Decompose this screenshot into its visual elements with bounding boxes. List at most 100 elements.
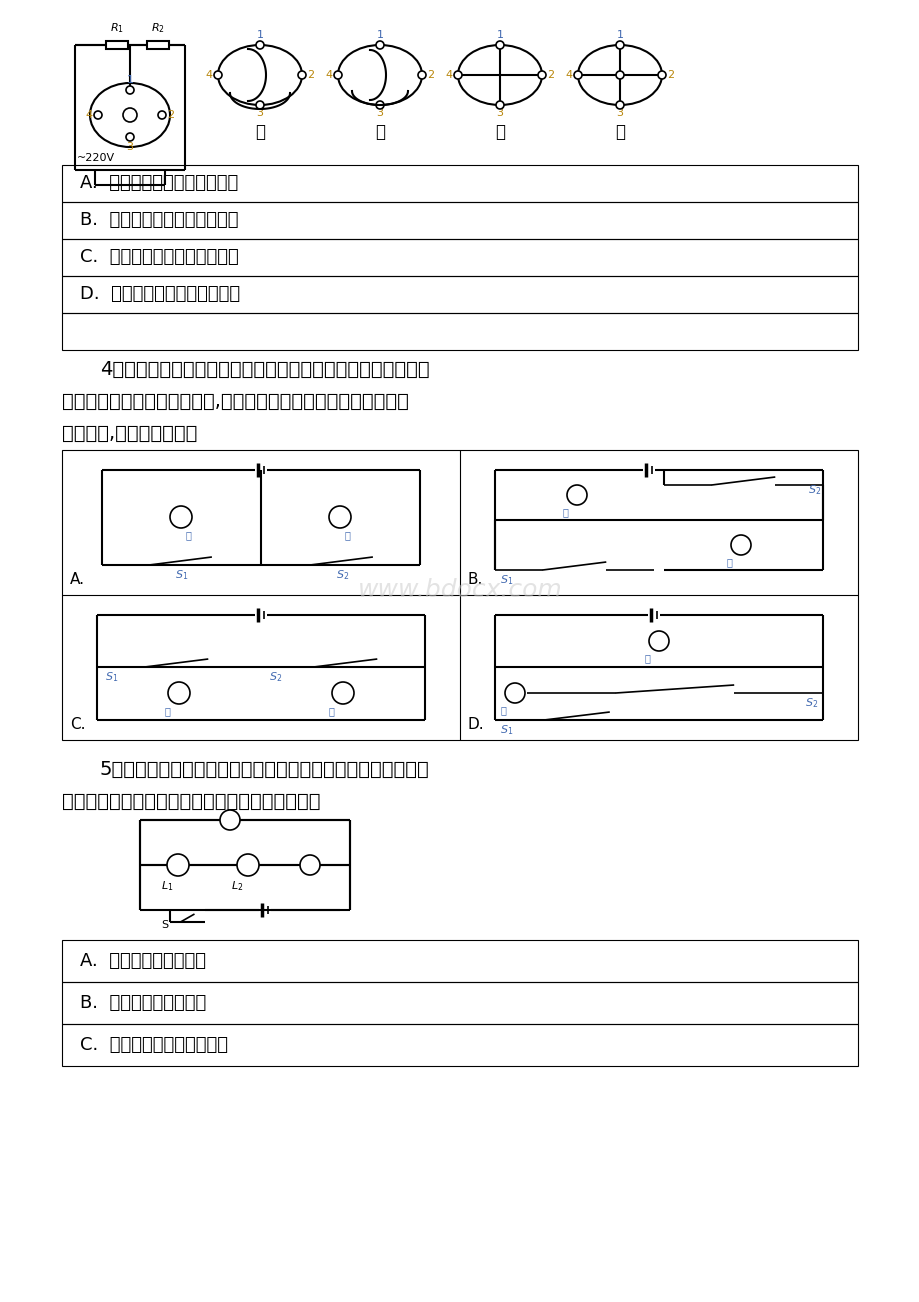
Text: 2: 2 — [547, 70, 553, 79]
Text: 1: 1 — [496, 30, 503, 40]
Circle shape — [255, 40, 264, 49]
Text: $S_1$: $S_1$ — [499, 573, 513, 587]
Text: 3: 3 — [127, 142, 133, 152]
Text: 丙: 丙 — [494, 122, 505, 141]
Bar — [62, 276, 857, 312]
Text: $S_1$: $S_1$ — [175, 568, 188, 582]
Text: 3: 3 — [616, 108, 623, 118]
Bar — [147, 40, 169, 49]
Bar — [62, 312, 857, 350]
Bar — [62, 450, 857, 740]
Circle shape — [255, 102, 264, 109]
Bar — [106, 40, 128, 49]
Text: ~220V: ~220V — [77, 154, 115, 163]
Circle shape — [220, 810, 240, 829]
Circle shape — [538, 72, 545, 79]
Text: 2: 2 — [307, 70, 313, 79]
Circle shape — [417, 72, 425, 79]
Text: 3: 3 — [496, 108, 503, 118]
Circle shape — [453, 72, 461, 79]
Text: A.  甲、乙、都是电流表: A. 甲、乙、都是电流表 — [80, 952, 206, 970]
Text: 绿: 绿 — [329, 706, 335, 716]
Text: A.  甲的连接方式发热功率最小: A. 甲的连接方式发热功率最小 — [80, 174, 238, 191]
Text: $S_1$: $S_1$ — [499, 723, 513, 737]
Text: 2: 2 — [426, 70, 434, 79]
Text: 4: 4 — [85, 109, 93, 120]
Text: 4: 4 — [325, 70, 333, 79]
Circle shape — [495, 40, 504, 49]
Text: 1: 1 — [256, 30, 263, 40]
Text: $S_2$: $S_2$ — [335, 568, 349, 582]
Text: 2: 2 — [167, 109, 174, 120]
Text: 的电路图,你认为可行的是: 的电路图,你认为可行的是 — [62, 424, 198, 443]
Text: 4: 4 — [565, 70, 573, 79]
Ellipse shape — [458, 46, 541, 105]
Bar — [62, 1023, 857, 1066]
Text: 甲: 甲 — [227, 815, 233, 825]
Text: D.: D. — [468, 717, 484, 732]
Text: B.  甲、乙、都是电压表: B. 甲、乙、都是电压表 — [80, 993, 206, 1012]
Circle shape — [126, 86, 134, 94]
Circle shape — [300, 855, 320, 875]
Text: 红: 红 — [501, 704, 506, 715]
Text: 闭合后，两灯均能正常发光，则下列判断正确的是: 闭合后，两灯均能正常发光，则下列判断正确的是 — [62, 792, 320, 811]
Text: 5．如图所示，在电路中，若甲、乙两处分别装入电表，当开关: 5．如图所示，在电路中，若甲、乙两处分别装入电表，当开关 — [100, 760, 429, 779]
Ellipse shape — [577, 46, 662, 105]
Text: $S_1$: $S_1$ — [105, 671, 119, 684]
Circle shape — [332, 682, 354, 704]
Circle shape — [648, 631, 668, 651]
Text: 1: 1 — [376, 30, 383, 40]
Text: $L_2$: $L_2$ — [231, 879, 243, 893]
Ellipse shape — [218, 46, 301, 105]
Text: 绿: 绿 — [644, 654, 650, 663]
Bar — [62, 982, 857, 1023]
Text: $S_2$: $S_2$ — [268, 671, 282, 684]
Circle shape — [168, 682, 190, 704]
Bar — [62, 940, 857, 982]
Text: 绿: 绿 — [726, 557, 732, 566]
Circle shape — [94, 111, 102, 118]
Circle shape — [505, 684, 525, 703]
Circle shape — [126, 133, 134, 141]
Bar — [62, 240, 857, 276]
Circle shape — [376, 102, 383, 109]
Text: 红: 红 — [186, 530, 192, 540]
Circle shape — [170, 506, 192, 529]
Circle shape — [123, 108, 137, 122]
Circle shape — [158, 111, 165, 118]
Text: 红: 红 — [562, 506, 568, 517]
Text: 2: 2 — [666, 70, 674, 79]
Text: S: S — [161, 921, 168, 930]
Text: A.: A. — [70, 572, 85, 587]
Bar — [62, 165, 857, 202]
Circle shape — [657, 72, 665, 79]
Text: 乙: 乙 — [375, 122, 384, 141]
Text: C.  甲是电压表，乙是电流表: C. 甲是电压表，乙是电流表 — [80, 1036, 228, 1055]
Circle shape — [573, 72, 582, 79]
Text: C.  丙的连接方式发热功率最大: C. 丙的连接方式发热功率最大 — [80, 247, 239, 266]
Text: 绿: 绿 — [345, 530, 350, 540]
Circle shape — [495, 102, 504, 109]
Text: 丁: 丁 — [614, 122, 624, 141]
Circle shape — [731, 535, 750, 555]
Text: 4．遵守交通规则，做文明出行者。小亮同学观察了十字路口人: 4．遵守交通规则，做文明出行者。小亮同学观察了十字路口人 — [100, 359, 429, 379]
Circle shape — [329, 506, 351, 529]
Circle shape — [167, 854, 188, 876]
Bar — [62, 202, 857, 240]
Circle shape — [616, 102, 623, 109]
Circle shape — [298, 72, 306, 79]
Circle shape — [237, 854, 259, 876]
Circle shape — [616, 72, 623, 79]
Text: 1: 1 — [616, 30, 623, 40]
Text: $R_2$: $R_2$ — [151, 21, 165, 35]
Circle shape — [334, 72, 342, 79]
Ellipse shape — [337, 46, 422, 105]
Text: www.bdocx.com: www.bdocx.com — [357, 578, 562, 602]
Text: 乙: 乙 — [307, 861, 312, 870]
Text: 3: 3 — [376, 108, 383, 118]
Text: 行横道的红、绻交通信号灯后,画出了如图所示的控制人行红、绻灯: 行横道的红、绻交通信号灯后,画出了如图所示的控制人行红、绻灯 — [62, 392, 408, 411]
Text: 4: 4 — [206, 70, 213, 79]
Circle shape — [616, 40, 623, 49]
Text: B.: B. — [468, 572, 482, 587]
Text: 红: 红 — [165, 706, 171, 716]
